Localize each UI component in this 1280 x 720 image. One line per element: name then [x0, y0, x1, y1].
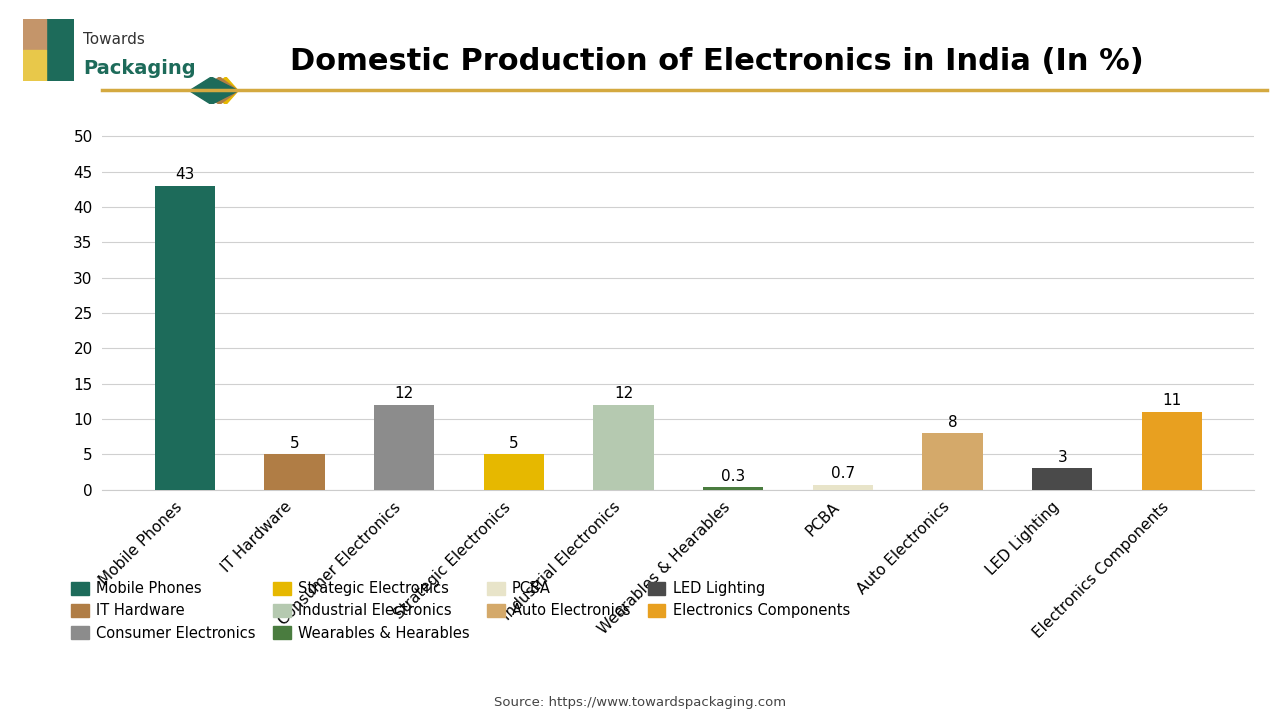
Text: Source: https://www.towardspackaging.com: Source: https://www.towardspackaging.com	[494, 696, 786, 708]
FancyBboxPatch shape	[46, 19, 74, 81]
Bar	[265, 454, 325, 490]
Polygon shape	[200, 77, 238, 104]
Text: 11: 11	[1162, 393, 1181, 408]
Bar	[155, 186, 215, 490]
Text: 5: 5	[289, 436, 300, 451]
Text: Packaging: Packaging	[83, 59, 196, 78]
Text: 43: 43	[175, 167, 195, 182]
Text: 8: 8	[947, 415, 957, 430]
Polygon shape	[189, 77, 238, 104]
Text: 0.3: 0.3	[721, 469, 745, 484]
Polygon shape	[23, 19, 46, 50]
Polygon shape	[207, 77, 238, 104]
Text: Domestic Production of Electronics in India (In %): Domestic Production of Electronics in In…	[291, 47, 1143, 76]
Text: 0.7: 0.7	[831, 466, 855, 481]
Bar	[1142, 412, 1202, 490]
Bar	[703, 487, 763, 490]
Bar	[594, 405, 654, 490]
Text: 12: 12	[394, 387, 413, 401]
Text: 12: 12	[614, 387, 634, 401]
Bar	[374, 405, 434, 490]
Text: Towards: Towards	[83, 32, 145, 48]
Bar	[923, 433, 983, 490]
Text: 3: 3	[1057, 450, 1068, 465]
Text: 5: 5	[509, 436, 518, 451]
Bar	[484, 454, 544, 490]
Bar	[813, 485, 873, 490]
Polygon shape	[23, 50, 46, 81]
Legend: Mobile Phones, IT Hardware, Consumer Electronics, Strategic Electronics, Industr: Mobile Phones, IT Hardware, Consumer Ele…	[72, 581, 850, 641]
Bar	[1032, 469, 1092, 490]
